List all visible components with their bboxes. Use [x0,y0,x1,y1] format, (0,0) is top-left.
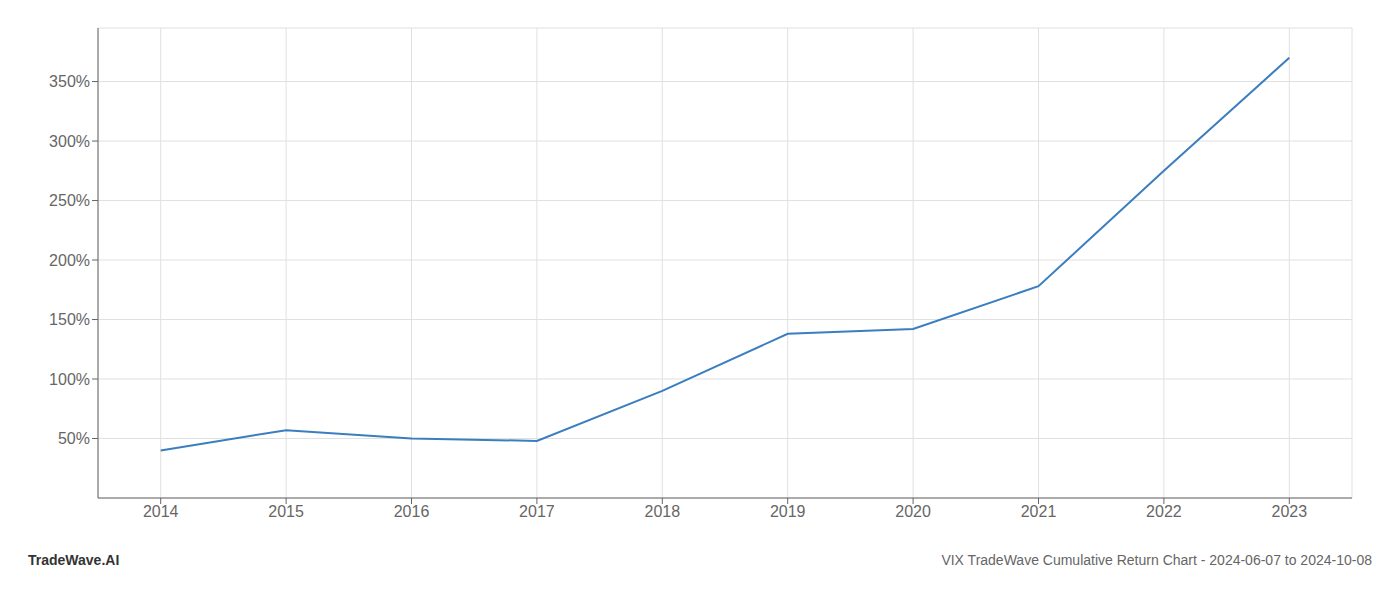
svg-text:2016: 2016 [394,503,430,520]
svg-text:2019: 2019 [770,503,806,520]
svg-text:2021: 2021 [1021,503,1057,520]
svg-text:2017: 2017 [519,503,555,520]
svg-text:150%: 150% [49,311,90,328]
svg-text:200%: 200% [49,252,90,269]
svg-text:2022: 2022 [1146,503,1182,520]
svg-text:50%: 50% [58,430,90,447]
svg-text:100%: 100% [49,371,90,388]
svg-text:2014: 2014 [143,503,179,520]
svg-text:2015: 2015 [268,503,304,520]
svg-text:2018: 2018 [645,503,681,520]
svg-text:350%: 350% [49,73,90,90]
svg-text:300%: 300% [49,133,90,150]
svg-text:2020: 2020 [895,503,931,520]
svg-text:2023: 2023 [1272,503,1308,520]
html-text:VIX TradeWave Cumulative Retur: VIX TradeWave Cumulative Return Chart - … [941,552,1372,568]
html-text:TradeWave.AI: TradeWave.AI [28,552,120,568]
svg-text:250%: 250% [49,192,90,209]
